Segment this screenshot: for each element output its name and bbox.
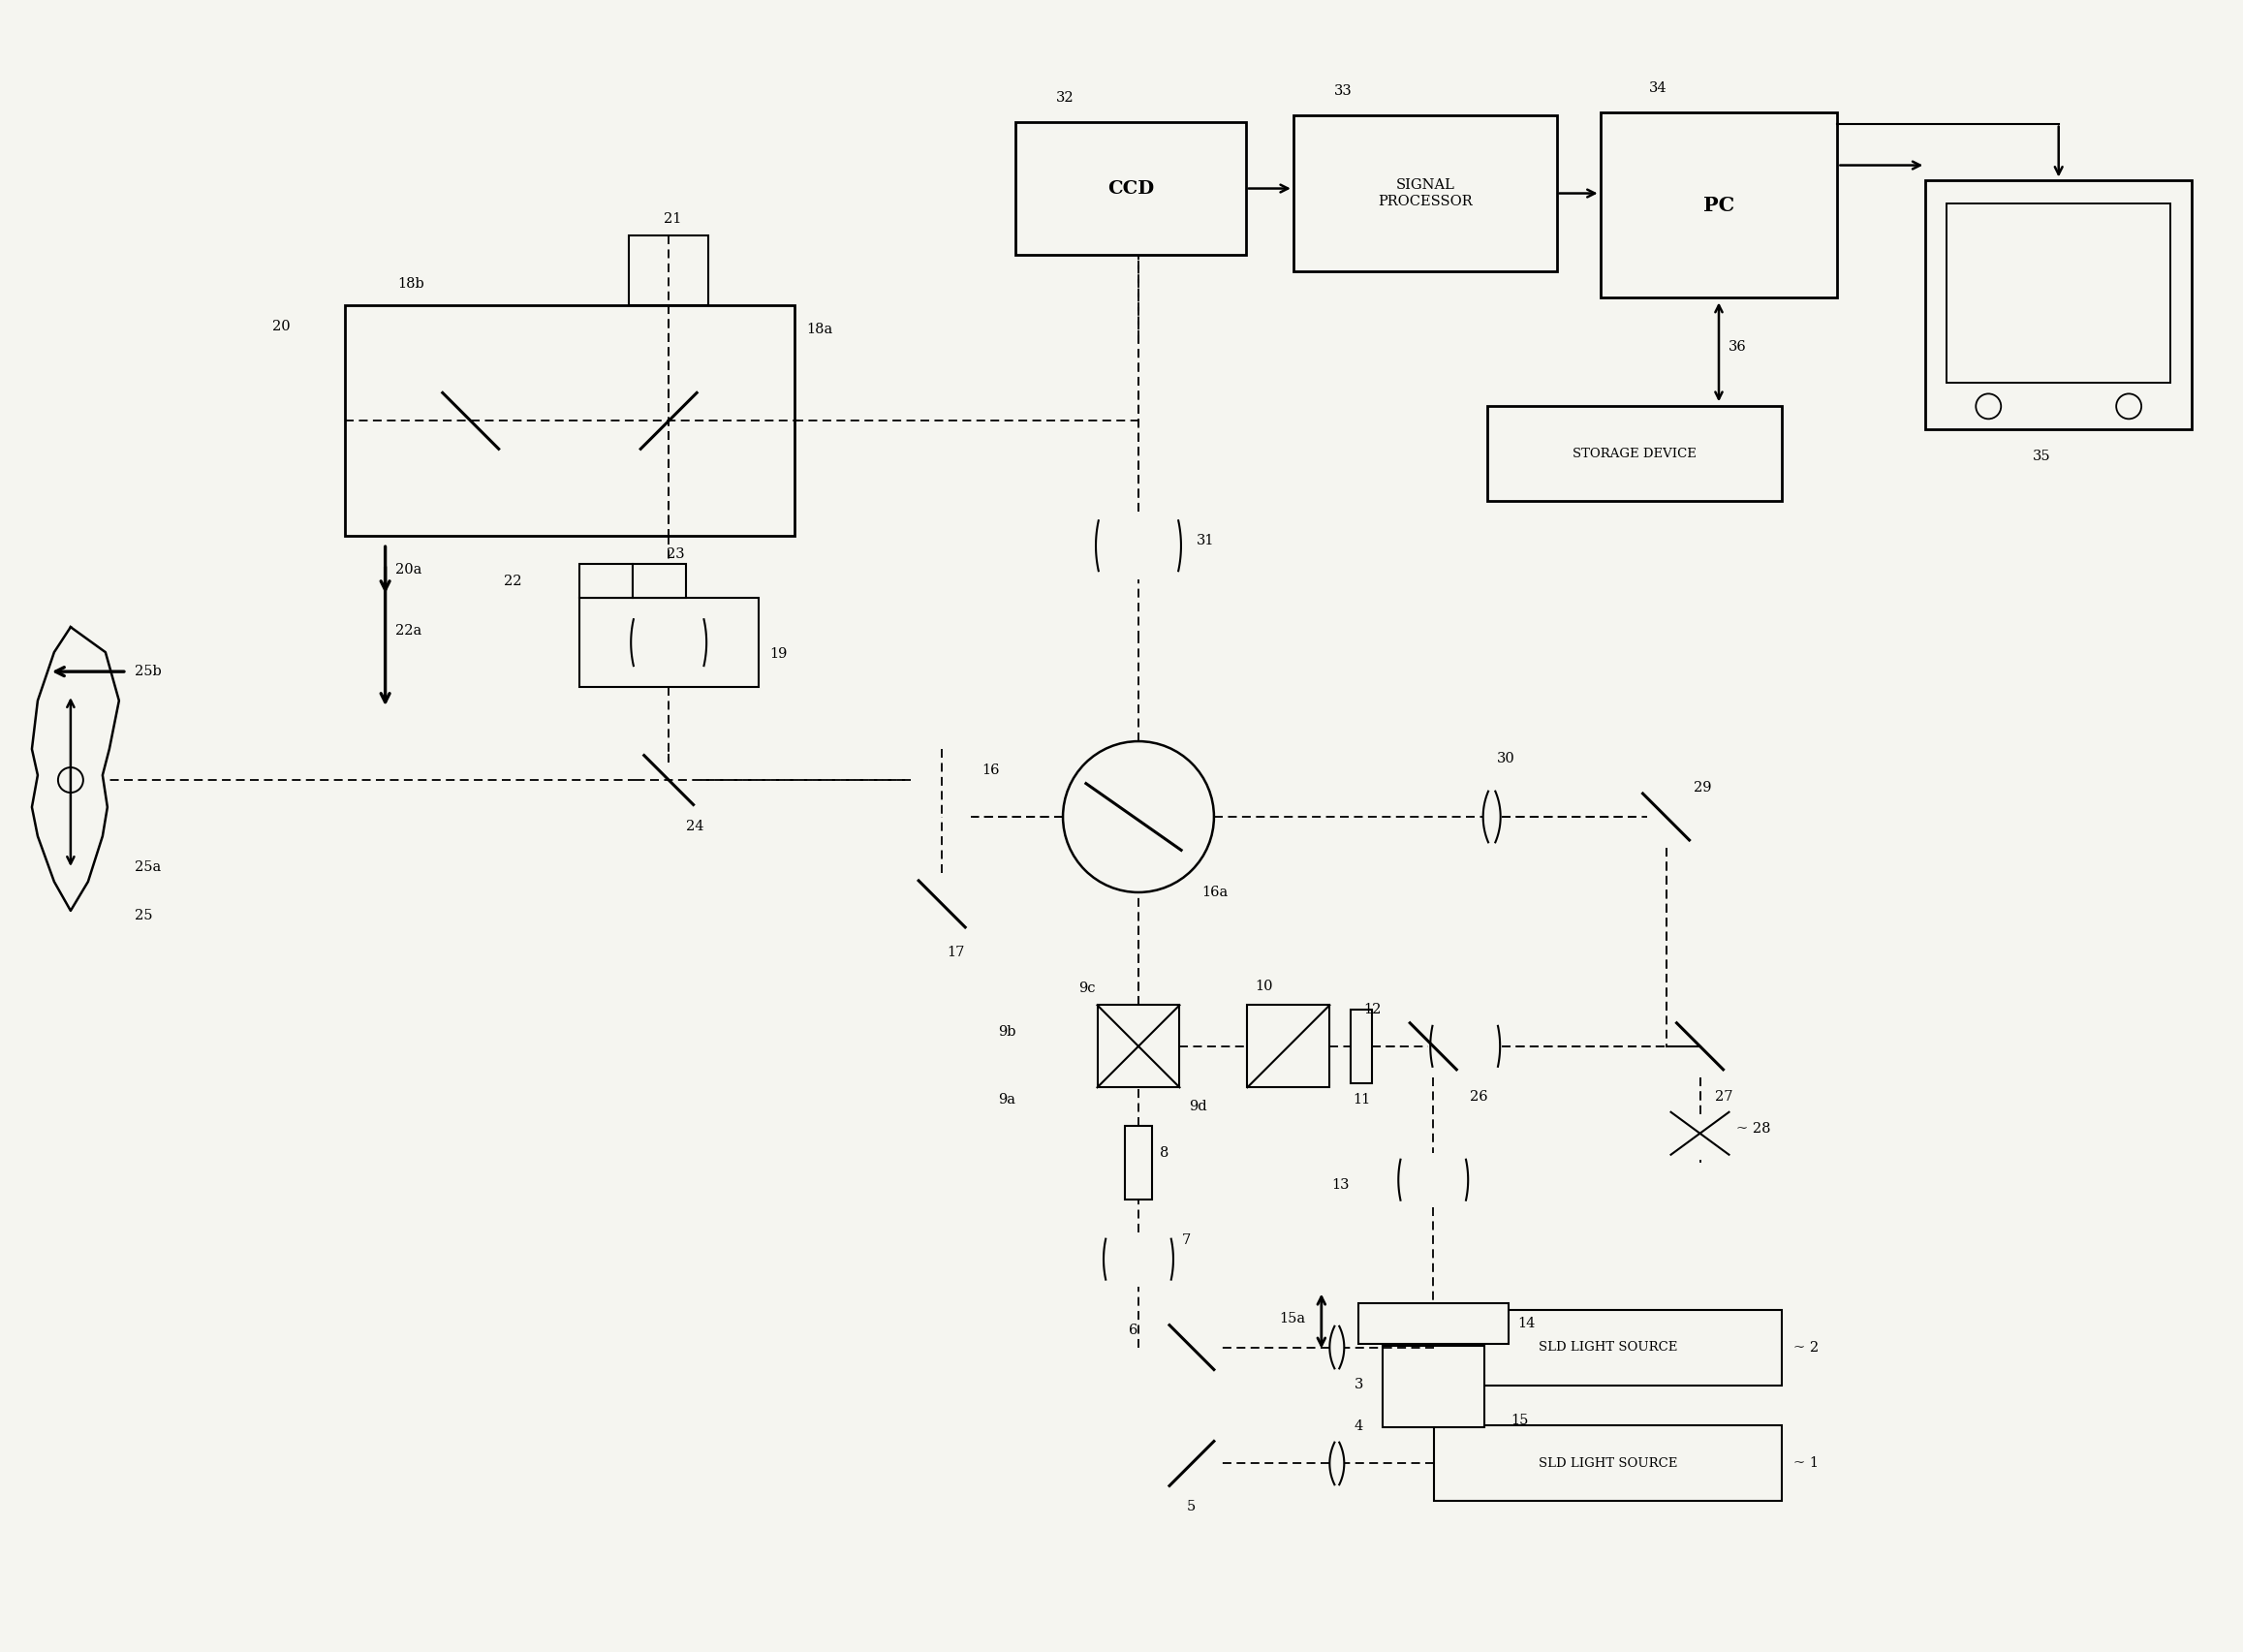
Bar [1016, 122, 1245, 256]
Bar [1382, 1345, 1485, 1427]
Bar [1359, 1303, 1507, 1343]
Text: 25a: 25a [135, 861, 161, 874]
Text: CCD: CCD [1108, 180, 1155, 197]
Text: 9c: 9c [1079, 981, 1095, 995]
Text: 25b: 25b [135, 664, 161, 679]
Text: 14: 14 [1519, 1317, 1536, 1330]
Text: 35: 35 [2032, 449, 2050, 464]
Bar [1294, 116, 1557, 271]
Text: 8: 8 [1160, 1146, 1169, 1160]
Bar [633, 563, 686, 598]
Text: 13: 13 [1332, 1178, 1350, 1191]
Text: 20a: 20a [395, 563, 422, 577]
Text: 23: 23 [666, 548, 684, 562]
Text: 33: 33 [1335, 84, 1353, 97]
Bar [579, 563, 633, 598]
Bar [1599, 112, 1837, 297]
Text: 3: 3 [1355, 1378, 1364, 1391]
Text: 9a: 9a [998, 1092, 1016, 1107]
Text: 31: 31 [1196, 534, 1213, 548]
Text: SIGNAL
PROCESSOR: SIGNAL PROCESSOR [1377, 178, 1471, 208]
Text: 9d: 9d [1189, 1100, 1207, 1113]
Text: 34: 34 [1649, 81, 1667, 94]
Text: 27: 27 [1714, 1090, 1732, 1104]
Text: 5: 5 [1187, 1500, 1196, 1513]
Text: PC: PC [1702, 195, 1734, 215]
Bar [1433, 1310, 1783, 1384]
Text: 4: 4 [1355, 1421, 1364, 1434]
Text: 17: 17 [947, 945, 964, 960]
Text: 18b: 18b [397, 278, 424, 291]
Text: 10: 10 [1254, 980, 1272, 993]
Bar [1924, 180, 2191, 430]
Text: 9b: 9b [998, 1024, 1016, 1039]
Text: 16: 16 [982, 763, 1000, 776]
Text: 30: 30 [1496, 752, 1514, 765]
Bar [1097, 1004, 1180, 1087]
Text: 24: 24 [686, 819, 704, 833]
Bar [628, 236, 709, 306]
Text: 20: 20 [271, 320, 289, 334]
Text: 12: 12 [1364, 1003, 1382, 1016]
Text: 6: 6 [1128, 1323, 1137, 1336]
Text: 22: 22 [505, 575, 523, 588]
Bar [1947, 203, 2171, 383]
Text: 16a: 16a [1202, 885, 1227, 899]
Bar [1126, 1125, 1153, 1199]
Text: 15: 15 [1512, 1412, 1530, 1427]
Text: 11: 11 [1353, 1092, 1370, 1107]
Text: 19: 19 [769, 648, 787, 661]
Bar [1433, 1426, 1783, 1502]
Bar [1350, 1009, 1373, 1084]
Text: 18a: 18a [807, 324, 832, 337]
Text: ~ 28: ~ 28 [1736, 1122, 1772, 1135]
Text: 22a: 22a [395, 624, 422, 638]
Text: SLD LIGHT SOURCE: SLD LIGHT SOURCE [1539, 1341, 1678, 1353]
Bar [579, 598, 758, 687]
Bar [1247, 1004, 1330, 1087]
Text: 7: 7 [1182, 1232, 1191, 1247]
Text: ~ 1: ~ 1 [1794, 1457, 1819, 1470]
Text: 26: 26 [1469, 1090, 1487, 1104]
Text: 29: 29 [1693, 781, 1711, 795]
Text: 32: 32 [1056, 91, 1074, 104]
Text: STORAGE DEVICE: STORAGE DEVICE [1572, 448, 1696, 459]
Bar [345, 306, 794, 535]
Text: 25: 25 [135, 909, 153, 922]
Text: 15a: 15a [1279, 1312, 1305, 1325]
Text: SLD LIGHT SOURCE: SLD LIGHT SOURCE [1539, 1457, 1678, 1470]
Text: 21: 21 [664, 211, 682, 225]
Text: 36: 36 [1729, 340, 1747, 354]
Text: ~ 2: ~ 2 [1794, 1340, 1819, 1355]
Bar [1487, 406, 1783, 501]
